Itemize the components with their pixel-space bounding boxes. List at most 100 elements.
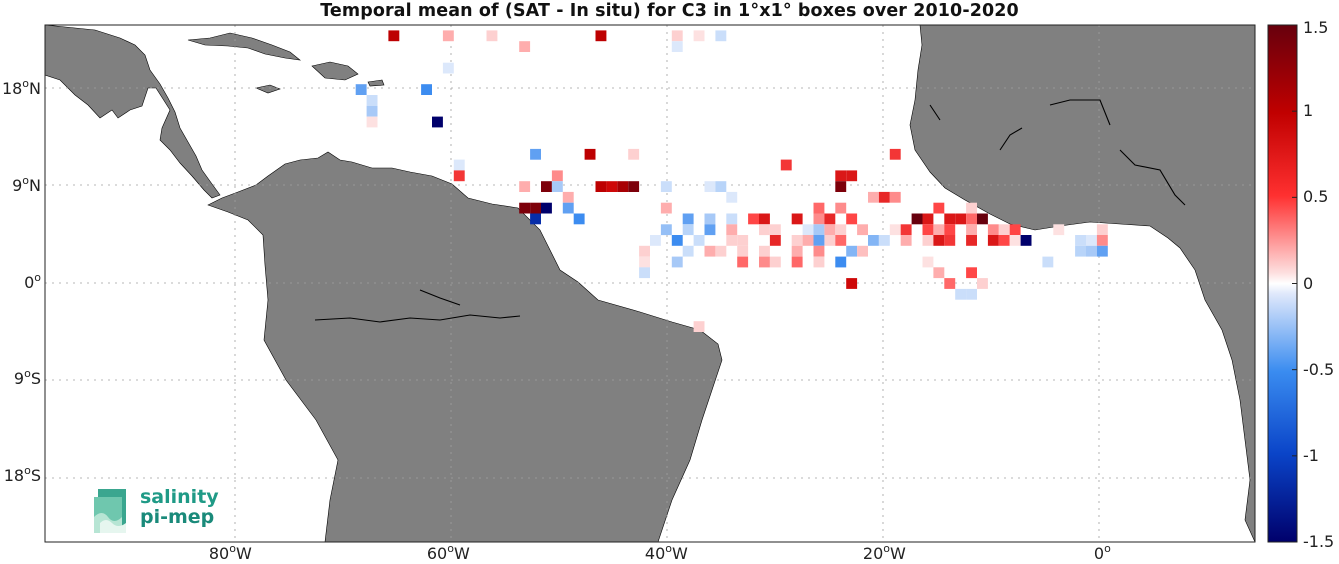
data-cell bbox=[366, 95, 378, 106]
data-cell bbox=[737, 256, 749, 268]
data-cell bbox=[693, 235, 705, 246]
colorbar-tick-label: -1 bbox=[1303, 445, 1319, 465]
data-cell bbox=[486, 30, 498, 42]
data-cell bbox=[715, 30, 727, 42]
data-cell bbox=[1096, 245, 1108, 257]
data-cell bbox=[966, 213, 977, 225]
data-cell bbox=[432, 116, 443, 128]
data-cell bbox=[660, 202, 672, 214]
data-cell bbox=[453, 159, 465, 171]
data-cell bbox=[998, 235, 1010, 246]
latitude-label: 18oS bbox=[3, 464, 41, 486]
data-cell bbox=[835, 256, 847, 268]
colorbar-tick-label: -0.5 bbox=[1303, 359, 1335, 379]
data-cell bbox=[759, 245, 770, 257]
chart-title: Temporal mean of (SAT - In situ) for C3 … bbox=[320, 1, 1019, 21]
longitude-label: 60oW bbox=[426, 542, 470, 563]
data-cell bbox=[595, 181, 607, 192]
data-cell bbox=[584, 148, 596, 160]
data-cell bbox=[824, 224, 836, 236]
longitude-label: 40oW bbox=[644, 542, 688, 563]
data-cell bbox=[900, 224, 912, 236]
data-cell bbox=[922, 224, 934, 236]
data-cell bbox=[726, 235, 738, 246]
data-cell bbox=[987, 224, 999, 236]
longitude-label: 80oW bbox=[208, 542, 252, 563]
data-cell bbox=[628, 181, 640, 192]
data-cell bbox=[693, 30, 705, 42]
data-cell bbox=[1020, 235, 1032, 246]
data-cell bbox=[421, 84, 432, 95]
data-cell bbox=[977, 278, 988, 289]
data-cell bbox=[704, 213, 716, 225]
data-cell bbox=[944, 224, 956, 236]
data-cell bbox=[813, 202, 825, 214]
data-cell bbox=[639, 267, 650, 279]
data-cell bbox=[868, 235, 879, 246]
data-cell bbox=[835, 202, 847, 214]
data-cell bbox=[944, 278, 956, 289]
colorbar-tick-label: 0.5 bbox=[1303, 187, 1329, 207]
data-cell bbox=[835, 181, 847, 192]
land-hispaniola bbox=[311, 61, 359, 81]
colorbar bbox=[1267, 24, 1298, 543]
data-cell bbox=[737, 235, 749, 246]
plot-frame bbox=[44, 24, 1256, 543]
data-cell bbox=[355, 84, 367, 95]
data-cells bbox=[355, 30, 1108, 332]
data-cell bbox=[759, 224, 770, 236]
data-cell bbox=[769, 224, 781, 236]
data-cell bbox=[530, 202, 541, 214]
data-cell bbox=[998, 224, 1010, 236]
latitude-label: 9oS bbox=[13, 367, 41, 389]
data-cell bbox=[813, 256, 825, 268]
data-cell bbox=[966, 267, 977, 279]
longitude-label: 20oW bbox=[862, 542, 906, 563]
data-cell bbox=[682, 245, 694, 257]
data-cell bbox=[715, 245, 727, 257]
data-cell bbox=[802, 235, 814, 246]
data-cell bbox=[769, 235, 781, 246]
data-cell bbox=[1053, 224, 1065, 236]
latitude-label: 18oN bbox=[1, 76, 41, 98]
data-cell bbox=[966, 235, 977, 246]
data-cell bbox=[977, 213, 988, 225]
data-cell bbox=[748, 213, 759, 225]
data-cell bbox=[682, 213, 694, 225]
data-cell bbox=[835, 170, 847, 182]
data-cell bbox=[530, 148, 541, 160]
data-cell bbox=[835, 224, 847, 236]
latitude-label: 0o bbox=[24, 270, 41, 292]
land-south-america bbox=[207, 151, 723, 542]
data-cell bbox=[519, 41, 531, 52]
data-cell bbox=[824, 235, 836, 246]
data-cell bbox=[933, 224, 945, 236]
data-cell bbox=[595, 30, 607, 42]
data-cell bbox=[922, 235, 934, 246]
data-cell bbox=[726, 191, 738, 203]
data-cell bbox=[878, 191, 890, 203]
logo-text-pimep: pi-mep bbox=[140, 506, 215, 528]
data-cell bbox=[780, 159, 792, 171]
data-cell bbox=[911, 213, 923, 225]
data-cell bbox=[726, 213, 738, 225]
data-cell bbox=[1086, 245, 1097, 257]
data-cell bbox=[639, 245, 650, 257]
graticule bbox=[45, 25, 1255, 542]
longitude-label: 0o bbox=[1093, 542, 1111, 563]
data-cell bbox=[791, 245, 803, 257]
data-cell bbox=[1096, 224, 1108, 236]
data-cell bbox=[671, 41, 683, 52]
data-cell bbox=[1009, 235, 1021, 246]
rivers bbox=[314, 99, 1186, 323]
data-cell bbox=[715, 181, 727, 192]
data-cell bbox=[551, 170, 563, 182]
data-cell bbox=[900, 235, 912, 246]
data-cell bbox=[791, 235, 803, 246]
data-cell bbox=[813, 245, 825, 257]
data-cell bbox=[955, 213, 967, 225]
data-cell bbox=[824, 213, 836, 225]
data-cell bbox=[1042, 256, 1054, 268]
salinity-pi-mep-logo: salinity pi-mep bbox=[92, 487, 222, 535]
